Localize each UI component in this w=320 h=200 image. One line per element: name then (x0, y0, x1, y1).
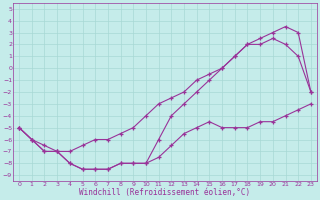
X-axis label: Windchill (Refroidissement éolien,°C): Windchill (Refroidissement éolien,°C) (79, 188, 251, 197)
